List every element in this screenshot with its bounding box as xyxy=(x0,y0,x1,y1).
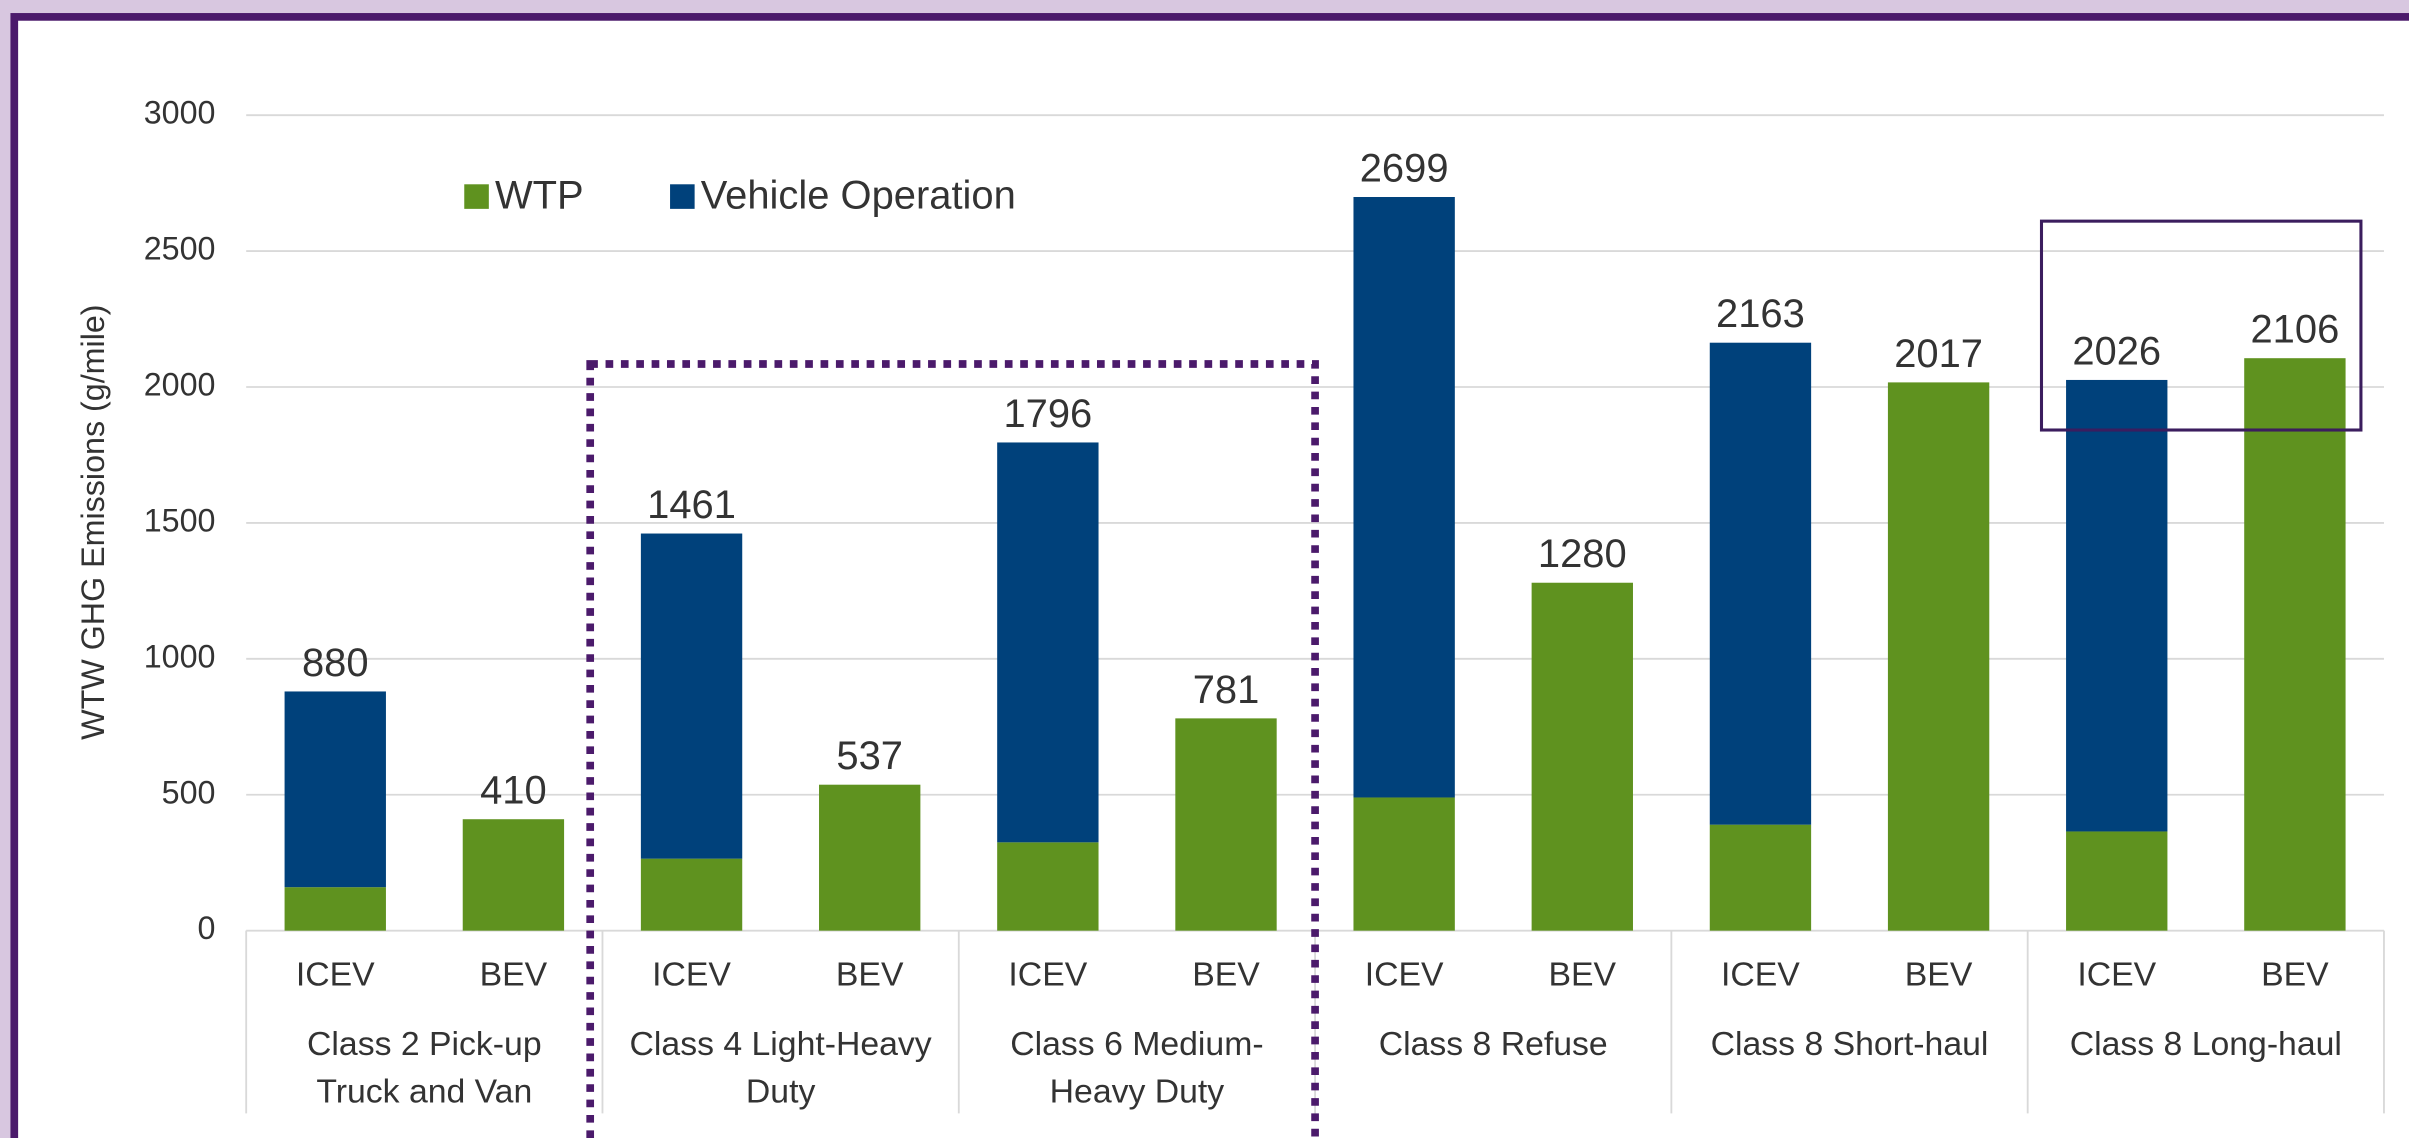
group-label: Class 6 Medium- xyxy=(1010,1025,1263,1063)
x-tick-label: BEV xyxy=(1549,956,1617,994)
bar-segment xyxy=(1709,824,1812,931)
bar-segment xyxy=(284,691,386,888)
group-label: Duty xyxy=(746,1072,816,1110)
y-tick-label: 1500 xyxy=(144,502,216,538)
legend-label: Vehicle Operation xyxy=(701,174,1016,218)
bar-segment xyxy=(819,784,921,931)
plot: 0 500 1000 1500 2000 2500 3000 880 ICEV 410 BEV 146… xyxy=(144,95,2385,1114)
group-label: Truck and Van xyxy=(316,1072,532,1110)
x-tick-label: BEV xyxy=(1905,956,1973,994)
y-tick-label: 1000 xyxy=(144,638,216,674)
y-tick-label: 500 xyxy=(162,774,216,810)
total-label: 880 xyxy=(302,641,369,685)
x-tick-label: ICEV xyxy=(2077,956,2156,994)
bar-segment xyxy=(1709,342,1812,825)
bar-segment xyxy=(640,858,743,931)
bar-segment xyxy=(997,442,1099,843)
x-tick-label: ICEV xyxy=(652,956,731,994)
total-label: 410 xyxy=(480,769,547,813)
bar-segment xyxy=(1353,197,1455,798)
bar-segment xyxy=(462,819,565,931)
x-tick-label: ICEV xyxy=(296,956,375,994)
x-tick-label: ICEV xyxy=(1721,956,1800,994)
total-label: 537 xyxy=(836,734,903,778)
x-tick-label: ICEV xyxy=(1365,956,1444,994)
y-tick-label: 3000 xyxy=(144,95,216,131)
bar-segment xyxy=(284,887,386,931)
x-tick-label: BEV xyxy=(480,956,548,994)
y-tick-label: 2000 xyxy=(144,367,216,403)
bar-segment xyxy=(2066,379,2168,832)
legend-swatch xyxy=(670,184,695,209)
total-label: 2026 xyxy=(2072,329,2161,373)
legend-swatch xyxy=(464,184,489,209)
bar-segment xyxy=(997,842,1099,931)
y-axis-title: WTW GHG Emissions (g/mile) xyxy=(75,304,111,739)
bar-segment xyxy=(1175,718,1277,931)
total-label: 2106 xyxy=(2251,308,2340,352)
bar-segment xyxy=(2244,358,2346,931)
total-label: 1280 xyxy=(1538,532,1627,576)
highlight-dotted xyxy=(586,360,1319,1138)
bar-segment xyxy=(1353,797,1455,931)
x-tick-label: BEV xyxy=(2261,956,2329,994)
total-label: 1796 xyxy=(1003,392,1092,436)
legend-label: WTP xyxy=(495,174,584,218)
y-tick-label: 0 xyxy=(198,910,216,946)
highlight-box xyxy=(2039,219,2363,432)
group-label: Class 2 Pick-up xyxy=(307,1025,542,1063)
group-label: Class 8 Short-haul xyxy=(1711,1025,1989,1063)
total-label: 2017 xyxy=(1894,332,1983,376)
x-tick-label: ICEV xyxy=(1008,956,1087,994)
total-label: 781 xyxy=(1193,668,1260,712)
group-label: Class 8 Refuse xyxy=(1379,1025,1608,1063)
bar-segment xyxy=(1531,582,1633,931)
bar-segment xyxy=(1887,382,1990,931)
total-label: 1461 xyxy=(647,483,736,527)
group-label: Class 8 Long-haul xyxy=(2070,1025,2342,1063)
inner-frame xyxy=(10,13,2409,1138)
group-label: Class 4 Light-Heavy xyxy=(630,1025,932,1063)
x-tick-label: BEV xyxy=(1192,956,1260,994)
bar-segment xyxy=(2066,831,2168,931)
group-label: Heavy Duty xyxy=(1050,1072,1225,1110)
x-tick-label: BEV xyxy=(836,956,904,994)
total-label: 2163 xyxy=(1716,292,1805,336)
y-tick-label: 2500 xyxy=(144,231,216,267)
bar-segment xyxy=(640,533,743,859)
total-label: 2699 xyxy=(1360,146,1449,190)
